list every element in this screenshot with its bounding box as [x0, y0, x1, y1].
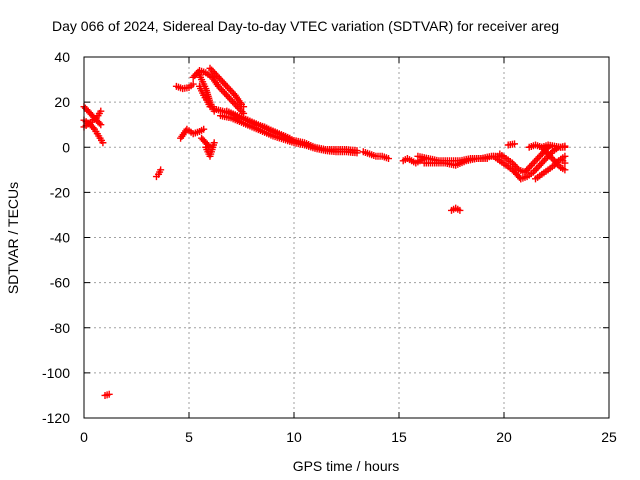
data-point	[89, 124, 97, 132]
data-point	[286, 134, 294, 142]
y-tick-label: 0	[62, 139, 70, 155]
data-point	[456, 206, 464, 214]
data-point	[385, 155, 392, 163]
tick-labels: 0 5 10 15 20 25 -120 -100 -80 -60 -40 -20 0 20 40	[42, 49, 617, 445]
data-point	[240, 103, 248, 111]
data-point	[95, 119, 103, 127]
y-tick-label: -120	[42, 410, 70, 426]
data-point	[97, 107, 105, 115]
y-tick-label: -40	[50, 230, 70, 246]
data-point	[97, 121, 105, 129]
grid-lines	[84, 57, 609, 418]
data-point	[210, 139, 218, 147]
y-tick-label: -60	[50, 275, 70, 291]
x-tick-label: 25	[601, 429, 617, 445]
data-point	[483, 155, 491, 163]
data-point	[561, 152, 569, 160]
y-tick-label: 40	[54, 49, 70, 65]
data-point	[157, 166, 165, 174]
data-point	[561, 159, 569, 167]
data-point	[105, 390, 113, 398]
y-tick-label: 20	[54, 94, 70, 110]
data-points	[80, 64, 569, 399]
x-tick-label: 15	[391, 429, 407, 445]
data-point	[99, 139, 107, 147]
data-point	[206, 143, 214, 151]
chart-title: Day 066 of 2024, Sidereal Day-to-day VTE…	[52, 18, 559, 34]
x-tick-label: 10	[286, 429, 302, 445]
x-tick-label: 20	[496, 429, 512, 445]
y-tick-label: -20	[50, 184, 70, 200]
data-point	[205, 142, 213, 150]
plot-frame	[83, 56, 610, 419]
data-point	[353, 149, 361, 157]
x-axis-label: GPS time / hours	[293, 458, 400, 474]
x-tick-label: 0	[80, 429, 88, 445]
data-point	[206, 103, 214, 111]
y-axis-label: SDTVAR / TECUs	[5, 182, 21, 294]
data-point	[189, 80, 197, 88]
x-tick-label: 5	[185, 429, 193, 445]
y-tick-label: -80	[50, 320, 70, 336]
y-tick-label: -100	[42, 365, 70, 381]
data-point	[511, 140, 518, 148]
data-point	[200, 125, 208, 133]
data-point	[189, 73, 197, 81]
data-point	[561, 142, 569, 150]
data-point	[561, 166, 569, 174]
